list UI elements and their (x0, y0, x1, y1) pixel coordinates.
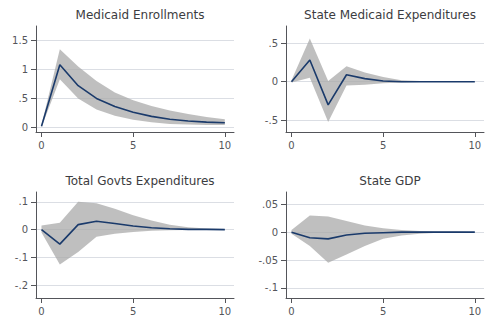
svg-text:5: 5 (380, 140, 386, 151)
svg-text:0: 0 (22, 122, 28, 133)
svg-text:0: 0 (22, 224, 28, 235)
svg-text:1.5: 1.5 (12, 35, 28, 46)
svg-text:.5: .5 (18, 93, 28, 104)
svg-text:10: 10 (218, 306, 231, 317)
svg-text:0: 0 (288, 306, 294, 317)
svg-text:1: 1 (22, 64, 28, 75)
svg-text:-.5: -.5 (265, 115, 278, 126)
svg-text:-.1: -.1 (265, 282, 278, 293)
svg-text:0: 0 (38, 306, 44, 317)
svg-text:0: 0 (288, 140, 294, 151)
svg-text:Total Govts Expenditures: Total Govts Expenditures (64, 174, 214, 188)
svg-text:State GDP: State GDP (359, 174, 420, 188)
svg-text:.5: .5 (268, 38, 278, 49)
svg-text:10: 10 (468, 140, 481, 151)
svg-text:10: 10 (468, 306, 481, 317)
svg-text:-.1: -.1 (15, 252, 28, 263)
svg-text:.1: .1 (18, 196, 28, 207)
svg-text:5: 5 (130, 306, 136, 317)
svg-text:0: 0 (272, 76, 278, 87)
svg-text:0: 0 (272, 227, 278, 238)
svg-text:10: 10 (218, 140, 231, 151)
svg-text:State Medicaid Expenditures: State Medicaid Expenditures (304, 8, 476, 22)
svg-text:0: 0 (38, 140, 44, 151)
svg-text:-.2: -.2 (15, 280, 28, 291)
svg-text:5: 5 (380, 306, 386, 317)
svg-text:Medicaid Enrollments: Medicaid Enrollments (76, 8, 205, 22)
svg-text:-.05: -.05 (258, 255, 278, 266)
svg-text:5: 5 (130, 140, 136, 151)
svg-text:.05: .05 (262, 199, 278, 210)
